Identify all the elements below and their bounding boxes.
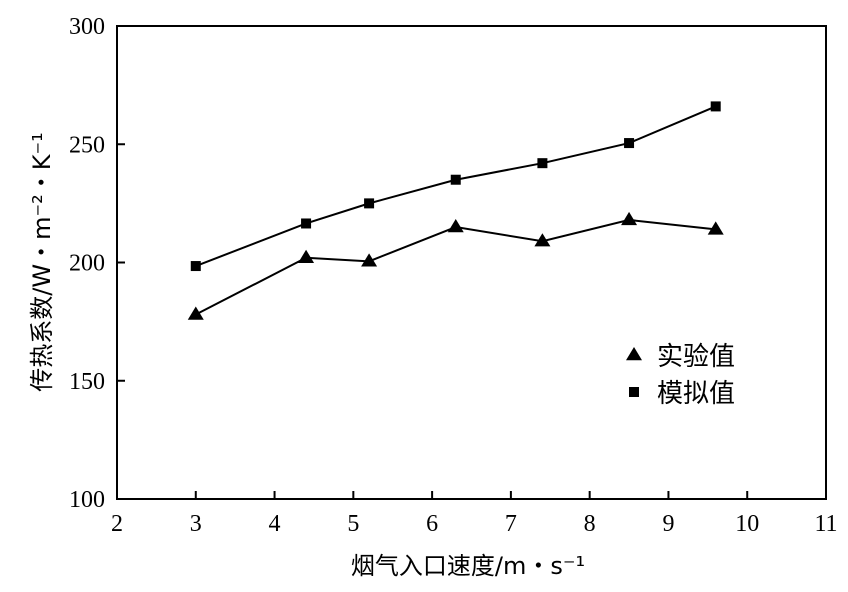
data-point-simulated [624,138,635,149]
x-tick-label: 4 [269,511,281,537]
data-point-experimental [298,249,315,263]
data-point-simulated [710,101,721,112]
y-tick-label: 250 [69,132,105,158]
data-point-experimental [707,221,724,235]
x-tick-label: 2 [111,511,123,537]
plot-frame [116,25,827,500]
data-point-simulated [537,158,548,169]
series-group [187,101,724,320]
x-tick-label: 7 [505,511,517,537]
data-point-experimental [621,211,638,226]
y-tick-label: 100 [69,487,105,513]
data-point-experimental [534,233,551,247]
x-tick-label: 3 [190,511,202,537]
series-line-simulated [195,105,717,267]
legend-label-simulated: 模拟值 [657,379,735,409]
data-point-simulated [364,198,375,209]
y-axis-label: 传热系数/W・m⁻²・K⁻¹ [28,132,56,392]
data-point-simulated [301,218,312,229]
legend-marker-simulated [629,387,639,397]
x-tick-label: 11 [814,511,837,537]
x-tick-label: 10 [735,511,759,537]
series-experimental [187,211,724,320]
x-tick-label: 9 [662,511,674,537]
series-simulated [190,101,721,272]
y-tick-label: 200 [69,251,105,277]
data-point-simulated [450,174,461,185]
axis-ticks: 2 3 4 5 6 7 8 9 10 11 100 150 200 250 300 [69,14,838,537]
data-point-experimental [361,253,378,267]
x-tick-label: 6 [426,511,438,537]
y-tick-label: 300 [69,14,105,40]
series-line-experimental [195,218,716,316]
data-point-experimental [187,306,204,320]
x-tick-label: 8 [584,511,596,537]
x-axis-label: 烟气入口速度/m・s⁻¹ [351,552,585,580]
x-tick-label: 5 [347,511,359,537]
data-point-experimental [447,219,464,233]
legend-marker-experimental [626,347,642,361]
data-point-simulated [190,261,201,272]
y-tick-label: 150 [69,369,105,395]
legend-label-experimental: 实验值 [657,342,735,372]
